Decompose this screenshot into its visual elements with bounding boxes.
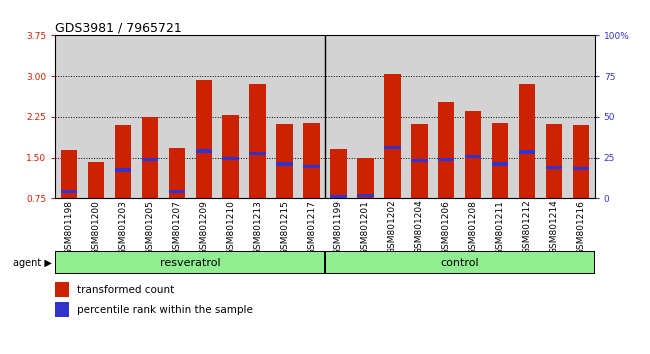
Bar xyxy=(142,117,158,198)
Bar xyxy=(330,149,346,198)
Bar xyxy=(573,167,590,170)
Bar xyxy=(222,157,239,160)
Bar xyxy=(326,252,594,273)
Bar xyxy=(250,152,266,155)
Text: percentile rank within the sample: percentile rank within the sample xyxy=(77,304,253,315)
Bar xyxy=(465,155,482,158)
Bar xyxy=(60,189,77,193)
Bar xyxy=(492,123,508,198)
Bar xyxy=(222,115,239,198)
Bar xyxy=(384,74,400,198)
Bar xyxy=(358,194,374,197)
Text: control: control xyxy=(441,258,479,268)
Text: agent ▶: agent ▶ xyxy=(13,258,52,268)
Bar xyxy=(546,124,562,198)
Bar xyxy=(56,252,324,273)
Bar xyxy=(168,148,185,198)
Bar xyxy=(546,166,562,169)
Bar xyxy=(88,198,104,201)
Bar xyxy=(438,102,454,198)
Bar xyxy=(330,195,346,198)
Bar xyxy=(573,125,590,198)
Bar xyxy=(411,159,428,162)
Bar xyxy=(438,158,454,161)
Text: GDS3981 / 7965721: GDS3981 / 7965721 xyxy=(55,21,182,34)
Bar xyxy=(55,282,69,297)
Bar xyxy=(384,146,400,149)
Bar xyxy=(142,158,158,161)
Bar xyxy=(196,80,212,198)
Bar xyxy=(519,84,536,198)
Bar xyxy=(114,169,131,172)
Text: transformed count: transformed count xyxy=(77,285,174,295)
Bar xyxy=(358,158,374,198)
Bar xyxy=(465,112,482,198)
Bar xyxy=(114,125,131,198)
Bar xyxy=(519,150,536,154)
Bar xyxy=(168,189,185,193)
Text: resveratrol: resveratrol xyxy=(160,258,220,268)
Bar xyxy=(196,149,212,153)
Bar xyxy=(55,302,69,317)
Bar xyxy=(492,162,508,166)
Bar xyxy=(411,124,428,198)
Bar xyxy=(304,165,320,169)
Bar xyxy=(304,123,320,198)
Bar xyxy=(250,84,266,198)
Bar xyxy=(60,150,77,198)
Bar xyxy=(276,162,292,166)
Bar xyxy=(88,162,104,198)
Bar xyxy=(276,124,292,198)
